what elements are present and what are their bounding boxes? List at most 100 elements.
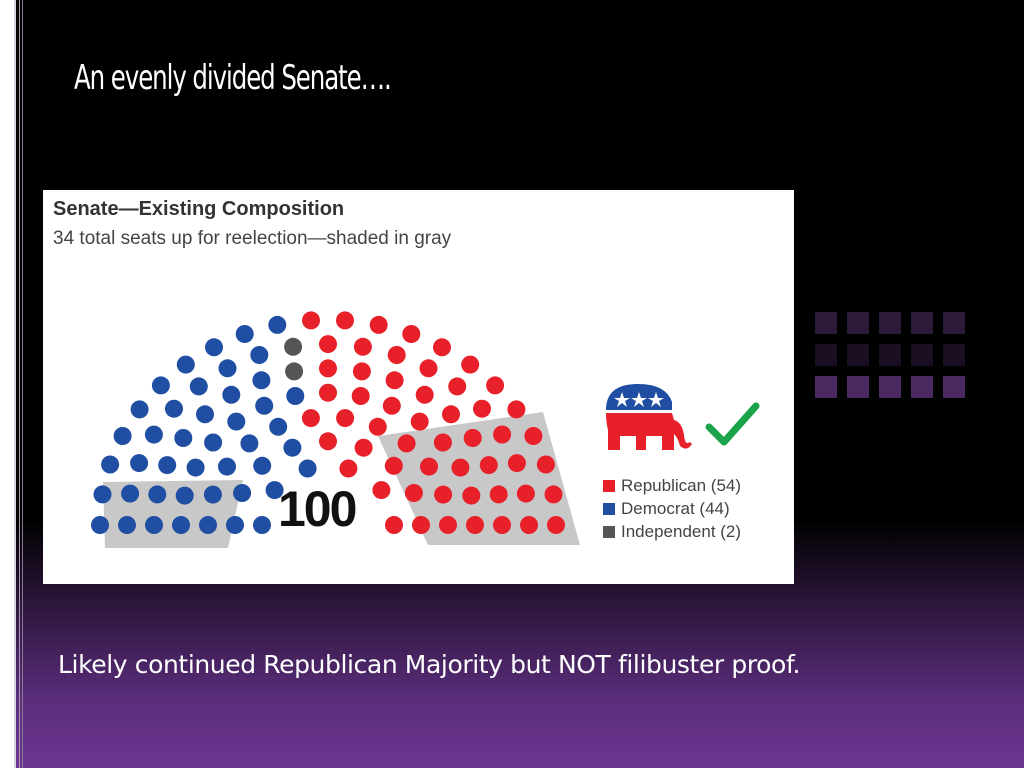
senate-seat <box>283 438 302 457</box>
senate-seat <box>385 516 403 534</box>
senate-seat <box>148 485 167 504</box>
senate-seat <box>336 311 354 330</box>
senate-seat <box>268 315 287 334</box>
senate-seat <box>434 485 453 504</box>
senate-seat <box>385 371 404 390</box>
senate-seat <box>218 457 236 476</box>
senate-seat <box>121 484 140 503</box>
senate-seat <box>442 405 460 424</box>
senate-seat <box>433 433 452 452</box>
legend-label-democrat: Democrat (44) <box>621 499 730 518</box>
left-border-line-inner <box>19 0 20 768</box>
senate-seat <box>285 362 304 381</box>
senate-seat <box>433 338 451 357</box>
senate-seat <box>144 425 163 444</box>
senate-seat <box>130 454 149 473</box>
senate-seat <box>354 438 373 457</box>
senate-seat <box>479 456 498 475</box>
senate-composition-figure: Senate—Existing Composition 34 total sea… <box>43 190 794 584</box>
senate-seat <box>286 387 305 405</box>
senate-seat <box>196 405 214 424</box>
senate-seat <box>339 459 358 478</box>
legend-item-republican: Republican (54) <box>603 476 741 499</box>
senate-seat <box>284 337 303 356</box>
senate-seat <box>319 335 337 354</box>
senate-seat <box>473 399 491 418</box>
senate-seat <box>145 516 163 534</box>
senate-seat <box>158 456 177 475</box>
senate-seat <box>174 429 193 447</box>
senate-seat <box>451 458 470 477</box>
senate-seat <box>507 400 526 419</box>
left-margin <box>0 0 14 768</box>
senate-seat <box>93 485 112 504</box>
senate-seat <box>172 516 190 534</box>
senate-seat <box>253 516 271 534</box>
senate-seat <box>402 325 421 343</box>
senate-seat <box>204 433 223 452</box>
senate-seat <box>199 516 217 534</box>
senate-seat <box>536 455 555 474</box>
total-seats: 100 <box>278 481 357 537</box>
senate-seat <box>384 456 403 475</box>
senate-seat <box>544 485 563 504</box>
legend-label-independent: Independent (2) <box>621 522 742 541</box>
legend-item-democrat: Democrat (44) <box>603 499 741 522</box>
senate-seat <box>397 434 416 453</box>
senate-seat <box>448 377 467 396</box>
senate-seat <box>547 516 565 534</box>
senate-seat <box>493 425 512 444</box>
senate-seat <box>489 485 508 504</box>
senate-seat <box>176 355 195 374</box>
senate-seat <box>439 516 457 534</box>
parliament-seat-chart <box>91 311 580 548</box>
senate-seat <box>493 516 511 534</box>
senate-seat <box>205 338 223 357</box>
senate-seat <box>369 315 388 334</box>
senate-seat <box>412 516 430 534</box>
senate-seat <box>520 516 538 534</box>
senate-seat <box>420 457 438 476</box>
senate-seat <box>382 396 401 415</box>
senate-seat <box>351 387 370 405</box>
senate-seat <box>253 456 272 475</box>
senate-seat <box>189 377 208 396</box>
figure-subtitle: 34 total seats up for reelection—shaded … <box>53 228 452 249</box>
senate-seat <box>113 427 132 445</box>
senate-seat <box>301 409 320 428</box>
senate-seat <box>524 427 543 445</box>
senate-seat <box>486 376 505 395</box>
legend-swatch-independent <box>603 526 615 538</box>
senate-seat <box>233 484 252 502</box>
senate-seat <box>151 376 170 395</box>
senate-seat <box>186 458 205 477</box>
senate-seat <box>298 459 317 478</box>
senate-seat <box>466 516 484 534</box>
senate-seat <box>226 516 244 534</box>
senate-seat <box>91 516 109 534</box>
senate-seat <box>227 412 246 431</box>
senate-seat <box>252 371 271 390</box>
figure-title: Senate—Existing Composition <box>53 198 345 220</box>
senate-seat <box>463 429 482 447</box>
senate-seat <box>353 337 372 356</box>
republican-elephant-icon <box>606 384 692 450</box>
senate-seat <box>240 434 259 453</box>
legend-label-republican: Republican (54) <box>621 476 742 495</box>
left-border-line <box>14 0 16 768</box>
legend-swatch-republican <box>603 480 615 492</box>
chart-legend: Republican (54) Democrat (44) Independen… <box>603 476 741 545</box>
senate-seat <box>319 383 337 402</box>
senate-seat <box>462 486 481 505</box>
senate-seat <box>319 432 337 451</box>
legend-item-independent: Independent (2) <box>603 522 741 545</box>
senate-seat <box>218 359 237 378</box>
senate-seat <box>175 486 194 505</box>
senate-seat <box>203 485 222 504</box>
senate-seat <box>302 311 320 330</box>
senate-seat <box>255 396 274 415</box>
senate-seat <box>235 325 254 343</box>
senate-seat <box>319 359 337 378</box>
senate-seat <box>387 346 406 364</box>
senate-seat <box>222 385 241 404</box>
